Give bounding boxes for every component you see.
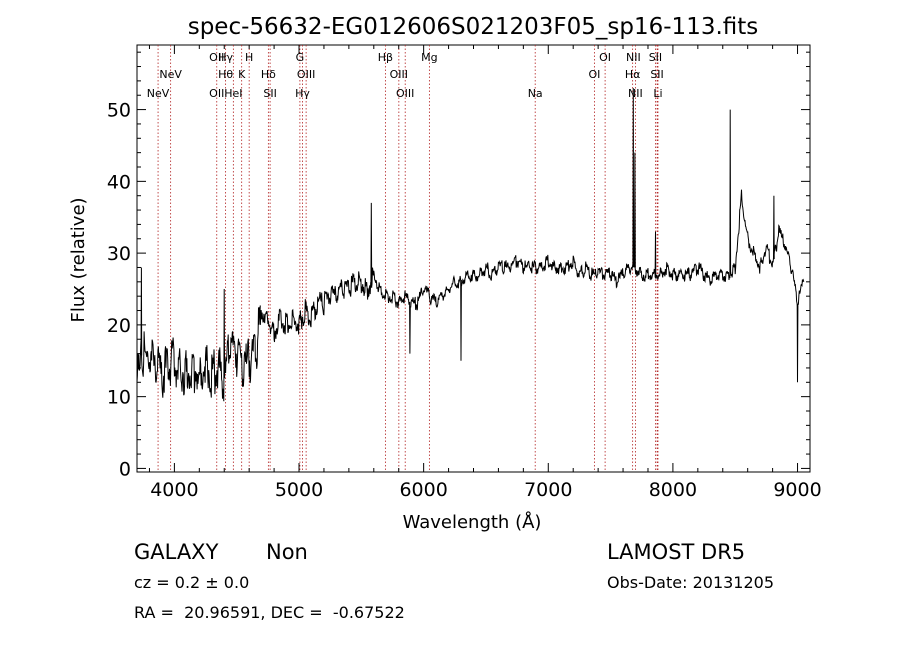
- line-label: HeI: [224, 87, 242, 100]
- y-tick-label: 20: [107, 315, 131, 337]
- line-label: Na: [528, 87, 543, 100]
- y-axis-label: Flux (relative): [68, 197, 89, 322]
- line-label: Li: [653, 87, 662, 100]
- y-tick-label: 50: [107, 100, 131, 122]
- x-tick-label: 9000: [773, 479, 821, 501]
- plot-border: [136, 44, 811, 473]
- y-tick-label: 40: [107, 171, 131, 193]
- line-label: Hα: [625, 68, 641, 81]
- line-label: NII: [628, 87, 643, 100]
- line-label: NeV: [147, 87, 170, 100]
- x-tick-label: 6000: [399, 479, 447, 501]
- line-label: OIII: [297, 68, 315, 81]
- line-label: SII: [649, 51, 662, 64]
- line-label: Hδ: [261, 68, 276, 81]
- line-label: K: [238, 68, 246, 81]
- line-label: OIII: [390, 68, 408, 81]
- line-label: Hγ: [295, 87, 310, 100]
- line-label: Hβ: [378, 51, 393, 64]
- chart-title: spec-56632-EG012606S021203F05_sp16-113.f…: [188, 14, 759, 40]
- line-label: OI: [599, 51, 611, 64]
- y-tick-label: 30: [107, 243, 131, 265]
- object-subclass: Non: [266, 540, 308, 564]
- x-tick-label: 8000: [649, 479, 697, 501]
- plot-frame: [136, 44, 811, 473]
- x-axis-label: Wavelength (Å): [403, 511, 542, 533]
- line-label: SII: [650, 68, 663, 81]
- line-label: G: [296, 51, 305, 64]
- x-tick-label: 5000: [275, 479, 323, 501]
- axis-ticks: 4000 5000 6000 7000 8000 9000 0 10 20 30 40 50: [107, 45, 822, 501]
- emission-line-markers: [157, 45, 659, 472]
- observation-date: Obs-Date: 20131205: [607, 573, 775, 592]
- survey-name: LAMOST DR5: [607, 540, 746, 564]
- line-label: NII: [626, 51, 641, 64]
- line-label: NeV: [159, 68, 182, 81]
- y-tick-label: 10: [107, 387, 131, 409]
- line-label: OI: [588, 68, 600, 81]
- spectrum-line: [136, 88, 805, 402]
- line-label: OII: [209, 51, 224, 64]
- y-tick-label: 0: [119, 458, 131, 480]
- line-label: Hθ: [218, 68, 233, 81]
- line-label: OIII: [396, 87, 414, 100]
- x-tick-label: 7000: [524, 479, 572, 501]
- coordinates: RA = 20.96591, DEC = -0.67522: [134, 603, 405, 622]
- x-tick-label: 4000: [150, 479, 198, 501]
- line-label: H: [245, 51, 253, 64]
- line-label: Mg: [421, 51, 437, 64]
- emission-line-labels: NeVNeVOIIOIIHγHθHeIKHHδSIIGHγOIIIHβOIIIO…: [147, 51, 664, 100]
- spectrum-series: [136, 88, 805, 402]
- object-class: GALAXY: [134, 540, 219, 564]
- line-label: Hγ: [218, 51, 233, 64]
- line-label: SII: [263, 87, 276, 100]
- redshift-readout: cz = 0.2 ± 0.0: [134, 573, 250, 592]
- line-label: OII: [209, 87, 224, 100]
